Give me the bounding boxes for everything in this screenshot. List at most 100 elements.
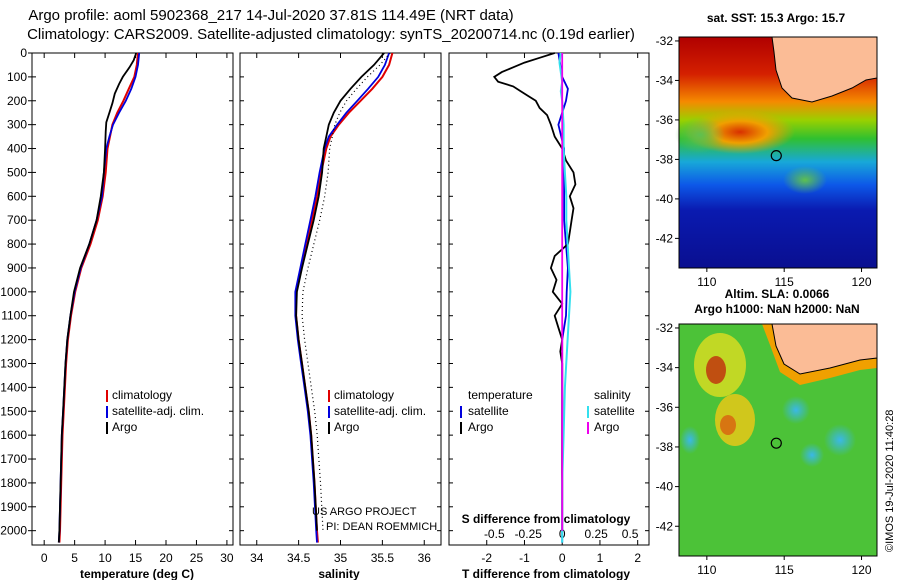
depth-tick-label: 400	[7, 142, 27, 156]
series-climatology	[295, 52, 394, 543]
imos-watermark: ©IMOS 19-Jul-2020 11:40:28	[884, 410, 896, 552]
depth-tick-label: 700	[7, 213, 27, 227]
depth-tick-label: 0	[20, 46, 27, 60]
lon-tick-label: 115	[775, 275, 794, 289]
difference-panel	[448, 52, 650, 546]
sla-map	[678, 323, 878, 557]
pi-annotation: PI: DEAN ROEMMICH	[326, 521, 437, 533]
series-t-argo	[492, 52, 577, 531]
depth-tick-label: 1100	[1, 309, 27, 323]
sla-map-title2: Argo h1000: NaN h2000: NaN	[694, 302, 859, 316]
x-tick-label: 15	[129, 551, 143, 565]
legend-t-satellite-label: satellite	[468, 404, 509, 418]
sla-map-frame	[678, 323, 878, 557]
lat-tick-label: -36	[656, 400, 674, 414]
depth-axis: 0 100 200 300 400 500 600 700 800 900 1000 1100 1200…	[0, 46, 649, 538]
difference-plot: -2 -1 0 1 2-0.5 -0.25 0 0.25 0.5	[481, 52, 641, 565]
x-tick-label: 0	[41, 551, 48, 565]
legend-argo-label: Argo	[112, 420, 138, 434]
legend-satellite-label: satellite-adj. clim.	[112, 404, 204, 418]
depth-tick-label: 300	[7, 118, 27, 132]
lat-tick-label: -40	[656, 192, 674, 206]
x-tick-label: 34	[250, 551, 264, 565]
depth-tick-label: 1000	[0, 285, 27, 299]
sla-peak-patch-2	[720, 415, 736, 435]
x-tick-label: 25	[190, 551, 204, 565]
header-line2: Climatology: CARS2009. Satellite-adjuste…	[27, 26, 635, 43]
lat-tick-label: -40	[656, 480, 674, 494]
temperature-plot: 0 5 10 15 20 25 30	[41, 52, 234, 565]
salinity-xlabel: salinity	[318, 567, 360, 580]
legend-t-argo-label: Argo	[468, 420, 494, 434]
x2-tick-label: -0.25	[515, 527, 543, 541]
sla-low-patch	[680, 426, 700, 454]
sst-map-frame	[678, 36, 878, 269]
series-s-satellite	[558, 52, 572, 543]
legend-argo-label: Argo	[334, 420, 360, 434]
series-argo	[295, 52, 385, 531]
salinity-panel	[239, 52, 442, 546]
lon-tick-label: 110	[697, 563, 716, 577]
sst-green-patch	[675, 117, 725, 153]
x-tick-label: 36	[418, 551, 432, 565]
lon-tick-label: 120	[852, 563, 872, 577]
temperature-xlabel: temperature (deg C)	[80, 567, 194, 580]
difference-legend: temperature satellite Argo salinity sate…	[460, 388, 635, 434]
x-tick-label: 1	[597, 551, 604, 565]
depth-tick-label: 2000	[0, 524, 27, 538]
x-tick-label: 5	[71, 551, 78, 565]
argo-float-marker	[770, 150, 782, 162]
depth-tick-label: 900	[7, 261, 27, 275]
project-annotation: US ARGO PROJECT	[312, 506, 417, 518]
x2-tick-label: -0.5	[484, 527, 505, 541]
depth-tick-label: 1600	[0, 428, 27, 442]
t-difference-xlabel: T difference from climatology	[462, 567, 630, 580]
sla-high-patch-2	[715, 394, 755, 446]
lat-tick-label: -34	[656, 361, 674, 375]
sla-low-patch-2	[782, 396, 810, 424]
legend-s-argo-label: Argo	[594, 420, 620, 434]
lon-tick-label: 110	[697, 275, 716, 289]
salinity-legend: climatology satellite-adj. clim. Argo	[328, 388, 426, 434]
sla-low-patch-4	[824, 424, 856, 456]
depth-tick-label: 1800	[0, 476, 27, 490]
series-argo	[57, 52, 138, 543]
sst-map-axes: -32 -34 -36 -38 -40 -42 110 115 120	[656, 34, 872, 289]
lat-tick-label: -32	[656, 321, 674, 335]
sst-map	[675, 36, 878, 269]
depth-tick-label: 1400	[0, 380, 27, 394]
x-tick-label: -1	[519, 551, 530, 565]
lon-tick-label: 115	[775, 563, 794, 577]
sst-map-title: sat. SST: 15.3 Argo: 15.7	[707, 11, 846, 25]
sla-map-axes: -32 -34 -36 -38 -40 -42 110 115 120	[656, 321, 872, 577]
x-tick-label: 2	[634, 551, 641, 565]
depth-tick-label: 200	[7, 94, 27, 108]
temperature-panel	[31, 52, 234, 546]
legend-salinity-title: salinity	[594, 388, 631, 402]
depth-tick-label: 1200	[0, 333, 27, 347]
x2-tick-label: 0.5	[622, 527, 639, 541]
depth-tick-label: 800	[7, 237, 27, 251]
salinity-plot: 34 34.5 35 35.5 36	[250, 52, 432, 565]
legend-s-satellite-label: satellite	[594, 404, 635, 418]
x2-tick-label: 0.25	[584, 527, 608, 541]
depth-tick-label: 1500	[0, 404, 27, 418]
depth-tick-label: 600	[7, 189, 27, 203]
x-tick-label: 10	[98, 551, 112, 565]
lat-tick-label: -36	[656, 113, 674, 127]
temperature-legend: climatology satellite-adj. clim. Argo	[106, 388, 204, 434]
x-tick-label: 34.5	[287, 551, 311, 565]
lat-tick-label: -38	[656, 440, 674, 454]
argo-float-marker	[770, 437, 782, 449]
legend-satellite-label: satellite-adj. clim.	[334, 404, 426, 418]
depth-tick-label: 1700	[0, 452, 27, 466]
depth-tick-label: 100	[7, 70, 27, 84]
lon-tick-label: 120	[852, 275, 872, 289]
header-line1: Argo profile: aoml 5902368_217 14-Jul-20…	[28, 7, 513, 24]
sst-eddy-patch	[783, 166, 827, 194]
series-satellite-adj-clim-	[57, 52, 141, 543]
legend-temperature-title: temperature	[468, 388, 533, 402]
lat-tick-label: -42	[656, 231, 674, 245]
x-tick-label: 0	[559, 551, 566, 565]
